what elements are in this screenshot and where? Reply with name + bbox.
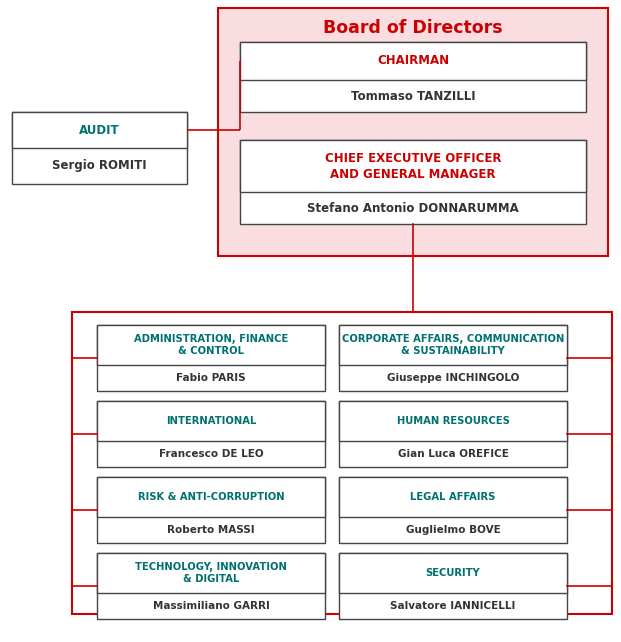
Bar — [339, 477, 567, 543]
Text: Fabio PARIS: Fabio PARIS — [176, 373, 246, 383]
Bar — [12, 112, 187, 148]
Text: RISK & ANTI-CORRUPTION: RISK & ANTI-CORRUPTION — [138, 492, 284, 502]
Text: HUMAN RESOURCES: HUMAN RESOURCES — [397, 416, 509, 426]
Text: Stefano Antonio DONNARUMMA: Stefano Antonio DONNARUMMA — [307, 202, 519, 214]
Bar — [339, 325, 567, 365]
Bar — [240, 140, 586, 224]
Bar — [240, 42, 586, 80]
Text: CHIEF EXECUTIVE OFFICER
AND GENERAL MANAGER: CHIEF EXECUTIVE OFFICER AND GENERAL MANA… — [325, 152, 501, 180]
Text: CORPORATE AFFAIRS, COMMUNICATION
& SUSTAINABILITY: CORPORATE AFFAIRS, COMMUNICATION & SUSTA… — [342, 334, 564, 356]
Bar — [97, 401, 325, 441]
Bar — [97, 477, 325, 543]
Text: INTERNATIONAL: INTERNATIONAL — [166, 416, 256, 426]
Text: Sergio ROMITI: Sergio ROMITI — [52, 159, 147, 173]
Text: SECURITY: SECURITY — [425, 568, 481, 578]
Bar — [339, 553, 567, 619]
Bar — [97, 553, 325, 619]
Text: Massimiliano GARRI: Massimiliano GARRI — [153, 601, 270, 611]
Text: ADMINISTRATION, FINANCE
& CONTROL: ADMINISTRATION, FINANCE & CONTROL — [134, 334, 288, 356]
Bar — [97, 401, 325, 467]
Text: Guglielmo BOVE: Guglielmo BOVE — [406, 525, 501, 535]
Text: LEGAL AFFAIRS: LEGAL AFFAIRS — [410, 492, 496, 502]
Bar — [218, 8, 608, 256]
Text: Board of Directors: Board of Directors — [323, 19, 503, 37]
Text: Francesco DE LEO: Francesco DE LEO — [159, 449, 263, 459]
Text: Tommaso TANZILLI: Tommaso TANZILLI — [351, 89, 475, 103]
Bar — [97, 553, 325, 593]
Text: AUDIT: AUDIT — [79, 123, 120, 137]
Bar — [240, 42, 586, 112]
Bar — [97, 325, 325, 391]
Bar — [240, 140, 586, 192]
Bar — [12, 112, 187, 184]
Bar — [339, 553, 567, 593]
Text: Giuseppe INCHINGOLO: Giuseppe INCHINGOLO — [387, 373, 519, 383]
Bar — [72, 312, 612, 614]
Bar — [339, 401, 567, 441]
Bar — [339, 401, 567, 467]
Text: TECHNOLOGY, INNOVATION
& DIGITAL: TECHNOLOGY, INNOVATION & DIGITAL — [135, 562, 287, 584]
Bar — [97, 477, 325, 517]
Text: Salvatore IANNICELLI: Salvatore IANNICELLI — [391, 601, 515, 611]
Text: Gian Luca OREFICE: Gian Luca OREFICE — [397, 449, 509, 459]
Bar — [339, 477, 567, 517]
Bar — [97, 325, 325, 365]
Text: CHAIRMAN: CHAIRMAN — [377, 55, 449, 67]
Bar — [339, 325, 567, 391]
Text: Roberto MASSI: Roberto MASSI — [167, 525, 255, 535]
